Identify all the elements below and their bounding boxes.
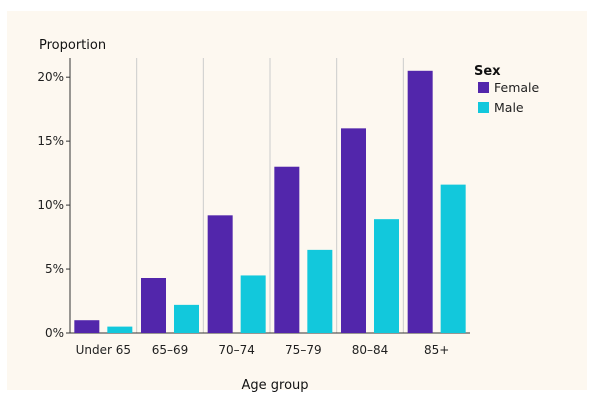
legend-swatch-female — [478, 82, 489, 93]
y-tick-label: 0% — [45, 326, 64, 340]
x-axis-title: Age group — [241, 378, 308, 393]
x-tick-label: 75–79 — [285, 343, 322, 357]
bar-female — [74, 320, 100, 333]
bar-male — [307, 249, 333, 333]
y-tick-label: 10% — [37, 198, 64, 212]
bar-female — [407, 70, 433, 333]
x-tick-label: 70–74 — [218, 343, 255, 357]
legend-label-female: Female — [494, 80, 540, 95]
bar-female — [141, 278, 166, 333]
bar-female — [341, 128, 366, 333]
y-tick-label: 20% — [37, 70, 64, 84]
bar-male — [174, 304, 199, 333]
y-tick-label: 15% — [37, 134, 64, 148]
legend-title: Sex — [474, 64, 501, 79]
bar-male — [240, 275, 266, 333]
bar-female — [274, 166, 300, 333]
bar-male — [107, 326, 133, 333]
x-tick-label: Under 65 — [76, 343, 131, 357]
y-axis-title: Proportion — [39, 38, 106, 53]
legend-label-male: Male — [494, 100, 524, 115]
x-tick-label: 65–69 — [152, 343, 189, 357]
x-tick-label: 80–84 — [352, 343, 389, 357]
x-tick-label: 85+ — [424, 343, 449, 357]
bar-male — [440, 184, 466, 333]
legend-swatch-male — [478, 102, 489, 113]
bar-male — [374, 219, 399, 333]
bar-female — [207, 215, 233, 333]
y-tick-label: 5% — [45, 262, 64, 276]
